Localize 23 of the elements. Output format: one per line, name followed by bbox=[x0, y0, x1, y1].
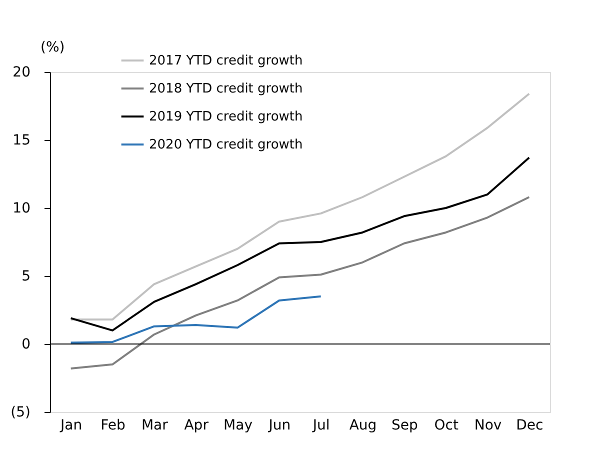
y-tick-label: 15 bbox=[12, 132, 30, 148]
legend-label: 2019 YTD credit growth bbox=[149, 110, 303, 124]
legend-label: 2020 YTD credit growth bbox=[149, 138, 303, 152]
x-tick-label: Nov bbox=[474, 418, 502, 434]
y-axis-title: (%) bbox=[40, 40, 65, 56]
legend-label: 2018 YTD credit growth bbox=[149, 82, 303, 96]
x-tick-label: Mar bbox=[141, 418, 168, 434]
x-tick-label: Apr bbox=[184, 418, 209, 434]
x-tick-label: Oct bbox=[434, 418, 459, 434]
y-tick-label: (5) bbox=[10, 404, 30, 420]
x-tick-label: Jun bbox=[268, 418, 291, 434]
y-tick-label: 0 bbox=[22, 336, 30, 352]
x-tick-label: May bbox=[224, 418, 252, 434]
y-tick-label: 10 bbox=[12, 200, 30, 216]
x-tick-label: Aug bbox=[349, 418, 377, 434]
legend-label: 2017 YTD credit growth bbox=[149, 54, 303, 68]
x-tick-label: Jan bbox=[60, 418, 82, 434]
x-tick-label: Feb bbox=[100, 418, 126, 434]
y-tick-label: 20 bbox=[12, 64, 30, 80]
x-tick-label: Dec bbox=[516, 418, 544, 434]
x-tick-label: Sep bbox=[391, 418, 418, 434]
x-tick-label: Jul bbox=[312, 418, 330, 434]
y-tick-label: 5 bbox=[22, 268, 30, 284]
